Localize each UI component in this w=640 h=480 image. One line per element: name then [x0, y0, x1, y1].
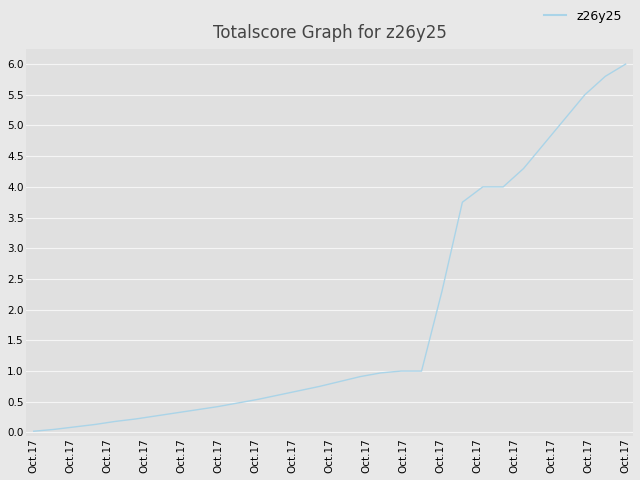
z26y25	[418, 368, 426, 374]
z26y25	[152, 413, 160, 419]
Title: Totalscore Graph for z26y25: Totalscore Graph for z26y25	[212, 24, 447, 42]
z26y25	[499, 184, 507, 190]
z26y25	[30, 428, 38, 434]
z26y25	[520, 166, 527, 171]
z26y25	[336, 379, 344, 384]
z26y25	[173, 410, 180, 416]
z26y25	[377, 370, 385, 376]
z26y25	[397, 368, 405, 374]
Line: z26y25: z26y25	[34, 64, 626, 431]
z26y25	[581, 92, 589, 97]
z26y25	[458, 199, 466, 205]
z26y25	[540, 141, 548, 147]
z26y25	[602, 73, 609, 79]
z26y25	[561, 117, 568, 122]
z26y25	[51, 427, 58, 432]
z26y25	[193, 407, 201, 413]
z26y25	[275, 392, 282, 398]
z26y25	[356, 374, 364, 380]
z26y25	[295, 388, 303, 394]
z26y25	[132, 416, 140, 422]
Legend: z26y25: z26y25	[539, 5, 627, 28]
z26y25	[622, 61, 630, 67]
z26y25	[316, 384, 323, 389]
z26y25	[111, 419, 119, 424]
z26y25	[214, 404, 221, 409]
z26y25	[438, 288, 446, 294]
z26y25	[71, 424, 79, 430]
z26y25	[479, 184, 486, 190]
z26y25	[91, 421, 99, 427]
z26y25	[255, 396, 262, 402]
z26y25	[234, 400, 242, 406]
